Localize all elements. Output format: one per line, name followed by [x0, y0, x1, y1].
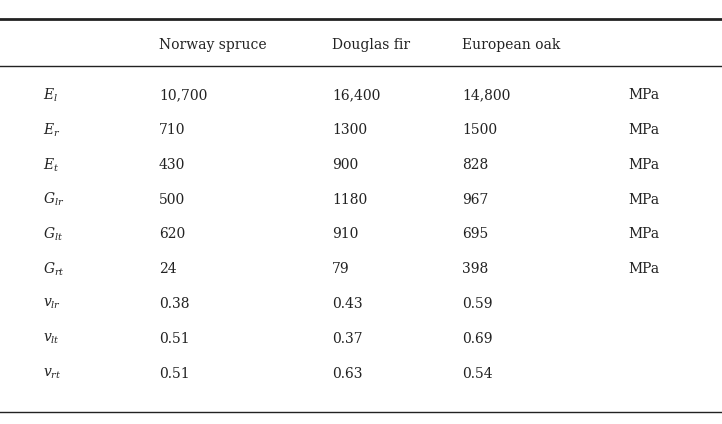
- Text: MPa: MPa: [628, 227, 659, 242]
- Text: $G_{rt}$: $G_{rt}$: [43, 260, 65, 278]
- Text: $v_{rt}$: $v_{rt}$: [43, 366, 62, 381]
- Text: 828: 828: [462, 158, 488, 172]
- Text: 0.43: 0.43: [332, 297, 362, 311]
- Text: 24: 24: [159, 262, 176, 276]
- Text: $E_t$: $E_t$: [43, 156, 60, 174]
- Text: $G_{lt}$: $G_{lt}$: [43, 226, 64, 243]
- Text: MPa: MPa: [628, 192, 659, 207]
- Text: MPa: MPa: [628, 158, 659, 172]
- Text: 620: 620: [159, 227, 185, 242]
- Text: 1500: 1500: [462, 123, 497, 137]
- Text: 900: 900: [332, 158, 358, 172]
- Text: 0.38: 0.38: [159, 297, 189, 311]
- Text: 0.51: 0.51: [159, 332, 189, 346]
- Text: 0.59: 0.59: [462, 297, 492, 311]
- Text: 430: 430: [159, 158, 186, 172]
- Text: 0.54: 0.54: [462, 366, 492, 381]
- Text: 1180: 1180: [332, 192, 367, 207]
- Text: $G_{lr}$: $G_{lr}$: [43, 191, 65, 209]
- Text: MPa: MPa: [628, 88, 659, 103]
- Text: 0.69: 0.69: [462, 332, 492, 346]
- Text: 710: 710: [159, 123, 186, 137]
- Text: MPa: MPa: [628, 123, 659, 137]
- Text: 500: 500: [159, 192, 185, 207]
- Text: $E_l$: $E_l$: [43, 86, 58, 104]
- Text: 910: 910: [332, 227, 359, 242]
- Text: 967: 967: [462, 192, 489, 207]
- Text: $v_{lr}$: $v_{lr}$: [43, 297, 61, 311]
- Text: 0.51: 0.51: [159, 366, 189, 381]
- Text: 1300: 1300: [332, 123, 367, 137]
- Text: 0.37: 0.37: [332, 332, 362, 346]
- Text: 79: 79: [332, 262, 349, 276]
- Text: MPa: MPa: [628, 262, 659, 276]
- Text: 0.63: 0.63: [332, 366, 362, 381]
- Text: 398: 398: [462, 262, 488, 276]
- Text: Douglas fir: Douglas fir: [332, 37, 410, 52]
- Text: European oak: European oak: [462, 37, 560, 52]
- Text: 14,800: 14,800: [462, 88, 510, 103]
- Text: 16,400: 16,400: [332, 88, 380, 103]
- Text: $v_{lt}$: $v_{lt}$: [43, 332, 60, 346]
- Text: 10,700: 10,700: [159, 88, 207, 103]
- Text: Norway spruce: Norway spruce: [159, 37, 266, 52]
- Text: 695: 695: [462, 227, 488, 242]
- Text: $E_r$: $E_r$: [43, 121, 61, 139]
